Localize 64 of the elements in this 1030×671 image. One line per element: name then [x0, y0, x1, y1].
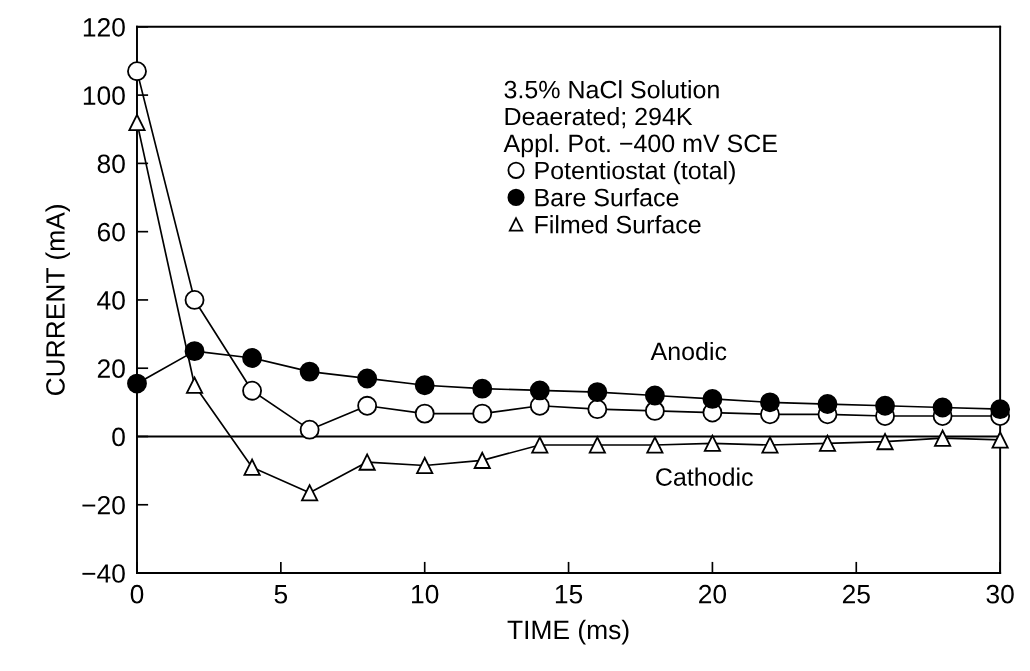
point	[703, 434, 721, 452]
point	[184, 341, 205, 362]
point	[646, 436, 664, 454]
point	[760, 392, 780, 413]
x-tick-label: 15	[555, 585, 583, 604]
point	[817, 394, 838, 414]
point	[529, 380, 550, 401]
y-tick-label: 80	[97, 154, 125, 174]
x-tick-label: 20	[699, 584, 727, 604]
legend-label: Filmed Surface	[535, 215, 701, 234]
point	[414, 403, 435, 424]
point	[243, 458, 261, 476]
point	[588, 436, 606, 454]
x-tick-label: 0	[130, 584, 144, 604]
y-tick-label: 100	[83, 86, 125, 105]
point	[414, 375, 435, 396]
y-tick-label: 40	[97, 291, 125, 310]
legend-label: Bare Surface	[535, 188, 679, 207]
point	[531, 436, 549, 454]
y-tick-label: −20	[82, 495, 125, 515]
point	[127, 61, 147, 82]
point	[128, 113, 146, 131]
point	[934, 429, 952, 447]
point	[702, 389, 723, 409]
x-axis-title: TIME (ms)	[507, 619, 629, 645]
point	[242, 380, 263, 401]
y-tick-label: 0	[112, 427, 125, 447]
point	[876, 433, 894, 451]
point	[818, 434, 837, 452]
x-tick-label: 30	[986, 584, 1014, 604]
point	[472, 378, 493, 399]
point	[472, 403, 493, 424]
point	[358, 453, 376, 471]
point	[301, 484, 319, 502]
annotation: Anodic	[650, 341, 727, 361]
point	[299, 419, 320, 440]
point	[587, 382, 608, 403]
point	[990, 399, 1011, 420]
point	[127, 373, 147, 394]
y-tick-label: −40	[82, 564, 125, 583]
legend-title: 3.5% NaCl Solution Deaerated; 294K Appl. Pot. −400 mV SCE	[503, 80, 777, 158]
point	[357, 368, 378, 389]
x-tick-label: 5	[274, 585, 288, 604]
y-tick-label: 60	[97, 222, 125, 242]
point	[185, 376, 204, 394]
point	[761, 436, 779, 454]
point	[242, 348, 263, 368]
point	[875, 395, 895, 416]
point	[991, 431, 1009, 449]
x-tick-label: 10	[412, 584, 439, 604]
point	[473, 451, 491, 469]
y-axis-title: CURRENT (mA)	[45, 205, 70, 396]
annotation: Cathodic	[656, 467, 753, 486]
y-tick-label: 120	[83, 17, 125, 37]
point	[644, 385, 665, 406]
point	[416, 456, 434, 475]
point	[357, 395, 378, 416]
point	[587, 399, 608, 420]
point	[932, 397, 953, 418]
y-tick-label: 20	[97, 359, 125, 379]
x-tick-label: 25	[842, 584, 870, 604]
point	[184, 290, 205, 310]
point	[299, 361, 320, 382]
legend-label: Potentiostat (total)	[535, 160, 735, 185]
